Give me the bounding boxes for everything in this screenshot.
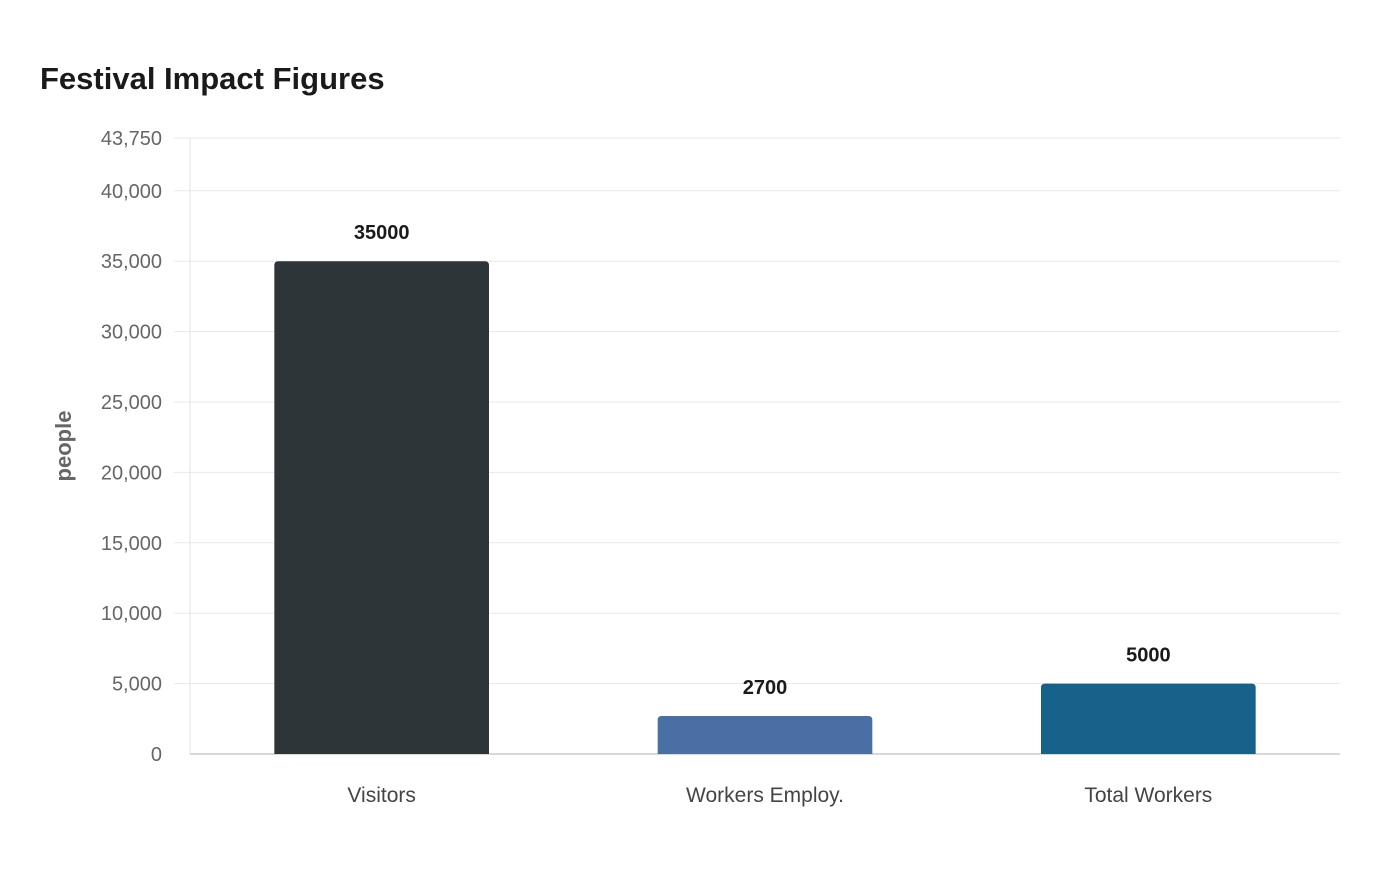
y-tick-label: 5,000 [112, 674, 162, 696]
x-tick-label: Workers Employ. [686, 784, 844, 807]
y-tick-label: 0 [151, 744, 162, 766]
x-tick-label: Total Workers [1084, 784, 1212, 807]
x-tick-label: Visitors [347, 784, 415, 807]
y-tick-label: 43,750 [101, 128, 162, 150]
bars [274, 261, 1256, 754]
bar-value-label: 2700 [743, 677, 788, 699]
y-tick-label: 10,000 [101, 603, 162, 625]
y-tick-label: 35,000 [101, 251, 162, 273]
y-axis-title: people [51, 411, 76, 482]
chart-title: Festival Impact Figures [40, 61, 385, 96]
y-tick-label: 20,000 [101, 462, 162, 484]
x-axis-ticks: Visitors Workers Employ. Total Workers [347, 784, 1212, 807]
bar-total-workers [1041, 683, 1256, 754]
y-tick-label: 25,000 [101, 392, 162, 414]
data-labels: 35000 2700 5000 [354, 222, 1171, 699]
y-tick-label: 15,000 [101, 533, 162, 555]
y-tick-label: 30,000 [101, 322, 162, 344]
bar-visitors [274, 261, 489, 754]
y-axis-ticks: 0 5,000 10,000 15,000 20,000 25,000 30,000 35,0… [101, 128, 162, 766]
bar-workers-employ [657, 715, 873, 754]
bar-value-label: 35000 [354, 222, 410, 244]
y-tick-label: 40,000 [101, 181, 162, 203]
bar-value-label: 5000 [1126, 645, 1171, 667]
